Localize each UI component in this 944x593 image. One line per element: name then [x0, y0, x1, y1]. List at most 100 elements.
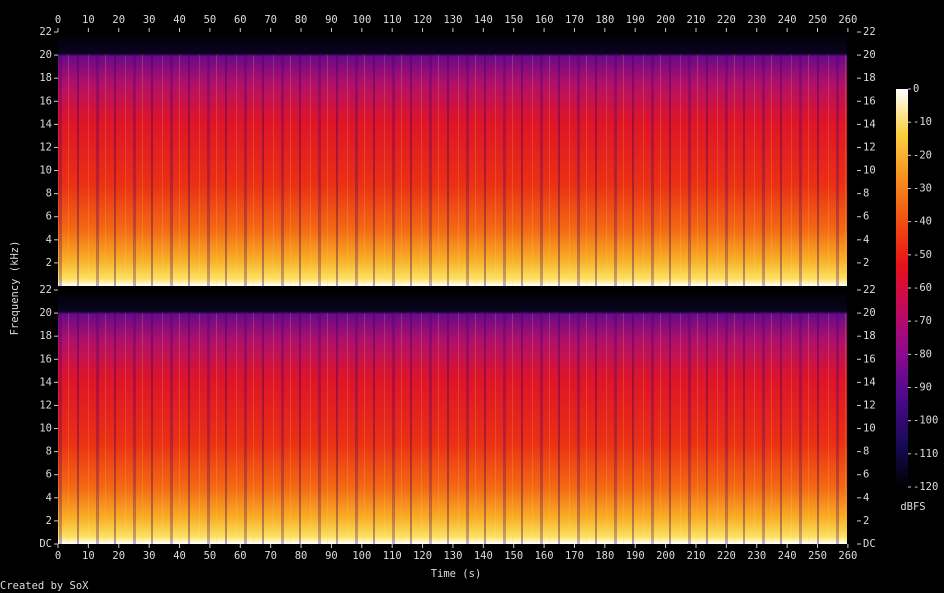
y-tick-label: 4: [863, 234, 869, 246]
x-tick-label: 50: [204, 14, 217, 26]
y-tick-label: 8: [46, 446, 52, 458]
x-tick-label: 180: [595, 550, 614, 562]
x-tick-label: 190: [626, 14, 645, 26]
y-tick-label: 16: [863, 353, 876, 365]
y-tick-label: 22: [863, 26, 876, 38]
y-tick-label: 22: [863, 284, 876, 296]
x-tick-label: 60: [234, 550, 247, 562]
x-tick-label: 110: [383, 14, 402, 26]
spectrogram-texture: [58, 313, 847, 544]
y-tick-label: 14: [39, 118, 52, 130]
colorbar-tick-label: -30: [913, 183, 932, 195]
x-tick-label: 140: [474, 550, 493, 562]
x-tick-label: 0: [55, 550, 61, 562]
y-tick-label: 16: [863, 95, 876, 107]
y-tick-label: 10: [863, 165, 876, 177]
y-tick-label: 8: [863, 188, 869, 200]
y-axis-label: Frequency (kHz): [9, 241, 21, 336]
x-tick-label: 240: [778, 14, 797, 26]
colorbar: [896, 89, 908, 487]
x-tick-label: 180: [595, 14, 614, 26]
y-tick-label: 8: [46, 188, 52, 200]
x-tick-label: 70: [264, 14, 277, 26]
x-tick-label: 230: [747, 550, 766, 562]
y-tick-label: 10: [863, 423, 876, 435]
y-tick-label: 22: [39, 26, 52, 38]
colorbar-tick-label: -120: [913, 481, 938, 493]
x-tick-label: 90: [325, 550, 338, 562]
colorbar-tick-label: -10: [913, 116, 932, 128]
y-tick-label: 14: [39, 376, 52, 388]
credit: Created by SoX: [0, 580, 89, 592]
y-tick-label: 18: [863, 330, 876, 342]
y-tick-label: DC: [863, 538, 876, 550]
x-axis-label: Time (s): [431, 568, 482, 580]
x-tick-label: 210: [687, 14, 706, 26]
y-tick-label: 4: [46, 492, 52, 504]
y-tick-label: 10: [39, 165, 52, 177]
x-tick-label: 260: [838, 550, 857, 562]
y-tick-label: 18: [863, 72, 876, 84]
x-tick-label: 120: [413, 14, 432, 26]
x-tick-label: 0: [55, 14, 61, 26]
x-tick-label: 250: [808, 550, 827, 562]
y-tick-label: 6: [46, 211, 52, 223]
x-tick-label: 260: [838, 14, 857, 26]
y-tick-label: DC: [39, 538, 52, 550]
x-tick-label: 130: [443, 14, 462, 26]
x-tick-label: 10: [82, 550, 95, 562]
x-tick-label: 30: [143, 14, 156, 26]
spectrogram-tail: [847, 290, 857, 544]
y-tick-label: 18: [39, 72, 52, 84]
x-tick-label: 30: [143, 550, 156, 562]
colorbar-tick-label: 0: [913, 83, 919, 95]
y-tick-label: 6: [863, 211, 869, 223]
y-tick-label: 16: [39, 353, 52, 365]
colorbar-tick-label: -110: [913, 448, 938, 460]
x-tick-label: 110: [383, 550, 402, 562]
x-tick-label: 240: [778, 550, 797, 562]
y-tick-label: 12: [39, 399, 52, 411]
x-tick-label: 250: [808, 14, 827, 26]
x-tick-label: 50: [204, 550, 217, 562]
colorbar-tick-label: -90: [913, 382, 932, 394]
colorbar-tick-label: -70: [913, 315, 932, 327]
colorbar-label: dBFS: [900, 501, 925, 513]
y-tick-label: 8: [863, 446, 869, 458]
colorbar-tick-label: -60: [913, 282, 932, 294]
x-tick-label: 160: [535, 14, 554, 26]
x-tick-label: 140: [474, 14, 493, 26]
y-tick-label: 6: [46, 469, 52, 481]
y-tick-label: 10: [39, 423, 52, 435]
y-tick-label: 18: [39, 330, 52, 342]
y-tick-label: 20: [863, 49, 876, 61]
colorbar-tick-label: -20: [913, 149, 932, 161]
colorbar-tick-label: -50: [913, 249, 932, 261]
x-tick-label: 100: [352, 550, 371, 562]
y-tick-label: 16: [39, 95, 52, 107]
x-tick-label: 230: [747, 14, 766, 26]
y-tick-label: 4: [46, 234, 52, 246]
x-tick-label: 190: [626, 550, 645, 562]
y-tick-label: 20: [39, 49, 52, 61]
y-tick-label: 12: [863, 399, 876, 411]
x-tick-label: 150: [504, 550, 523, 562]
colorbar-tick-label: -80: [913, 348, 932, 360]
x-tick-label: 10: [82, 14, 95, 26]
x-tick-label: 130: [443, 550, 462, 562]
y-tick-label: 22: [39, 284, 52, 296]
y-tick-label: 2: [863, 257, 869, 269]
x-tick-label: 100: [352, 14, 371, 26]
y-tick-label: 2: [46, 257, 52, 269]
y-tick-label: 14: [863, 118, 876, 130]
x-tick-label: 40: [173, 14, 186, 26]
x-tick-label: 20: [112, 550, 125, 562]
colorbar-tick-label: -100: [913, 415, 938, 427]
spectrogram-tail: [847, 32, 857, 286]
y-tick-label: 20: [39, 307, 52, 319]
spectrogram-texture: [58, 55, 847, 286]
colorbar-tick-label: -40: [913, 216, 932, 228]
y-tick-label: 12: [863, 141, 876, 153]
